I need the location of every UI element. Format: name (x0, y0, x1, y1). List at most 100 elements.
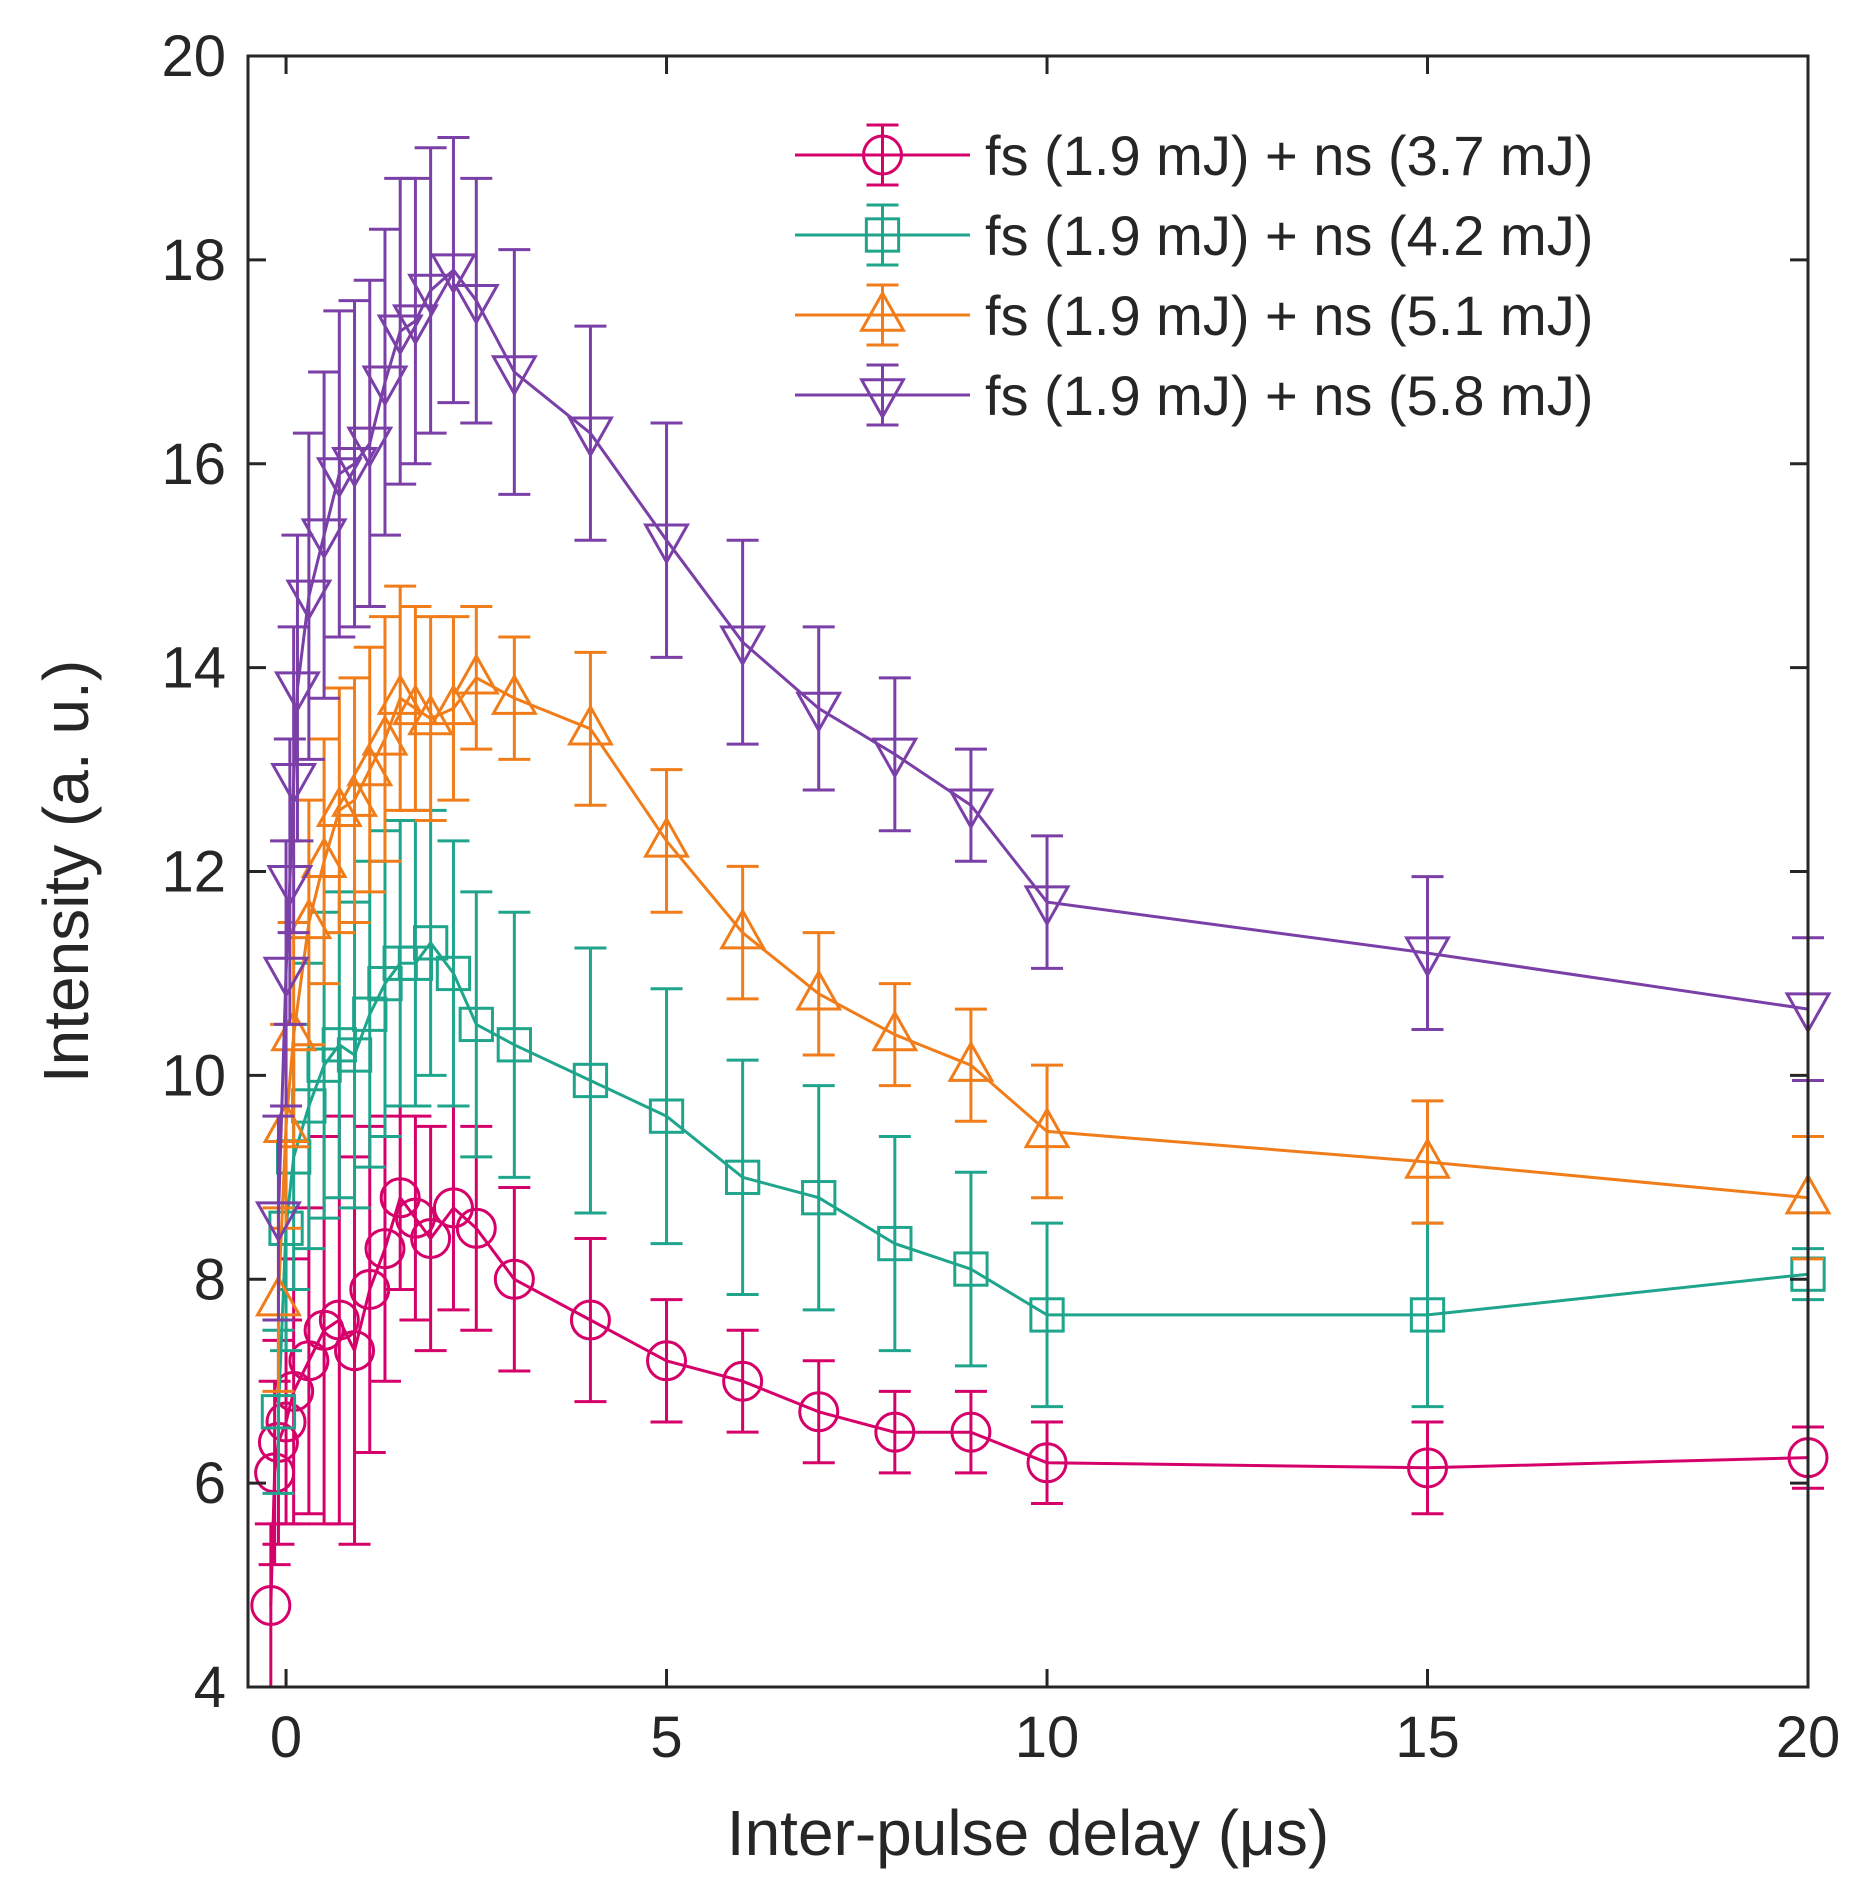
data-point (266, 864, 314, 907)
data-point (871, 737, 919, 780)
data-point (795, 968, 843, 1011)
data-point (490, 355, 538, 397)
data-point (490, 673, 538, 715)
data-point (300, 836, 348, 879)
data-point (361, 365, 409, 408)
y-tick-label: 14 (161, 636, 226, 701)
legend-entry: fs (1.9 mJ) + ns (5.1 mJ) (795, 283, 1593, 347)
data-point (1023, 1106, 1071, 1149)
data-point (798, 1391, 840, 1433)
data-point (569, 1299, 611, 1341)
data-point (953, 1251, 989, 1287)
y-tick-label: 20 (161, 24, 226, 89)
data-point (496, 1027, 532, 1063)
data-point (877, 1225, 913, 1262)
data-point (566, 416, 614, 459)
data-point (432, 1187, 474, 1229)
data-point (795, 691, 843, 734)
y-tick-label: 12 (161, 840, 226, 905)
data-point (458, 1006, 494, 1043)
y-tick-label: 8 (194, 1247, 226, 1312)
legend: fs (1.9 mJ) + ns (3.7 mJ) fs (1.9 mJ) + n… (795, 123, 1593, 427)
data-point (364, 1228, 406, 1270)
data-point (412, 925, 449, 961)
data-point (262, 1101, 310, 1144)
x-tick-label: 15 (1395, 1705, 1460, 1770)
data-point (722, 1360, 764, 1402)
legend-marker (862, 134, 903, 176)
data-point (394, 1197, 436, 1239)
data-point (250, 1584, 292, 1626)
data-point (452, 652, 500, 695)
series-layer (250, 136, 1832, 1689)
data-point (254, 1201, 302, 1243)
data-point (719, 625, 767, 668)
data-point (1404, 1137, 1451, 1179)
data-point (273, 671, 321, 713)
series-line (276, 675, 1809, 1300)
data-point (874, 1411, 916, 1453)
data-point (1023, 885, 1071, 927)
tick-layer: 0 5 10 15 20 4 6 8 10 12 14 16 18 20 (161, 24, 1840, 1770)
data-point (379, 1177, 421, 1219)
legend-marker (859, 378, 906, 420)
data-point (407, 693, 455, 736)
data-point (331, 447, 379, 489)
legend-entry: fs (1.9 mJ) + ns (5.8 mJ) (795, 363, 1593, 427)
data-point (724, 1159, 761, 1195)
x-tick-label: 0 (270, 1705, 302, 1770)
data-point (270, 763, 318, 805)
y-tick-label: 16 (161, 432, 226, 497)
data-point (648, 1098, 685, 1134)
data-point (493, 1258, 535, 1300)
legend-entry: fs (1.9 mJ) + ns (4.2 mJ) (795, 203, 1593, 267)
y-axis-label: Intensity (a. u.) (30, 660, 102, 1083)
x-axis-label: Inter-pulse delay (μs) (727, 1797, 1329, 1869)
data-point (336, 1037, 373, 1073)
legend-label: fs (1.9 mJ) + ns (5.1 mJ) (985, 284, 1593, 347)
data-point (410, 1217, 452, 1259)
data-point (801, 1180, 837, 1216)
y-tick-label: 18 (161, 228, 226, 293)
data-point (346, 744, 394, 787)
legend-label: fs (1.9 mJ) + ns (5.8 mJ) (985, 364, 1593, 427)
data-point (346, 426, 394, 469)
y-tick-label: 10 (161, 1043, 226, 1108)
data-point (315, 785, 363, 828)
data-point (361, 714, 409, 756)
data-point (455, 1207, 497, 1249)
data-point (646, 1340, 688, 1382)
series-3 (254, 584, 1832, 1393)
x-tick-label: 10 (1015, 1705, 1080, 1770)
data-point (429, 683, 477, 726)
data-point (1026, 1442, 1068, 1484)
data-point (572, 1062, 609, 1099)
data-point (1404, 936, 1451, 978)
data-point (285, 579, 333, 622)
data-point (947, 1040, 995, 1082)
data-point (950, 1411, 992, 1453)
data-point (1029, 1297, 1065, 1333)
data-point (871, 1009, 919, 1052)
data-point (1409, 1297, 1446, 1333)
data-point (391, 304, 439, 346)
data-point (407, 273, 455, 316)
data-point (262, 956, 310, 999)
legend-label: fs (1.9 mJ) + ns (3.7 mJ) (985, 124, 1593, 187)
y-tick-label: 4 (194, 1655, 226, 1720)
data-point (331, 775, 379, 817)
data-point (349, 1268, 391, 1310)
x-tick-label: 20 (1776, 1705, 1841, 1770)
data-point (334, 1330, 376, 1372)
y-tick-label: 6 (194, 1451, 226, 1516)
data-point (285, 897, 333, 940)
data-point (643, 816, 691, 858)
data-point (643, 523, 691, 566)
legend-marker (859, 290, 906, 332)
data-point (452, 283, 500, 326)
data-point (260, 1394, 297, 1430)
legend-label: fs (1.9 mJ) + ns (4.2 mJ) (985, 204, 1593, 267)
data-point (265, 1401, 307, 1443)
